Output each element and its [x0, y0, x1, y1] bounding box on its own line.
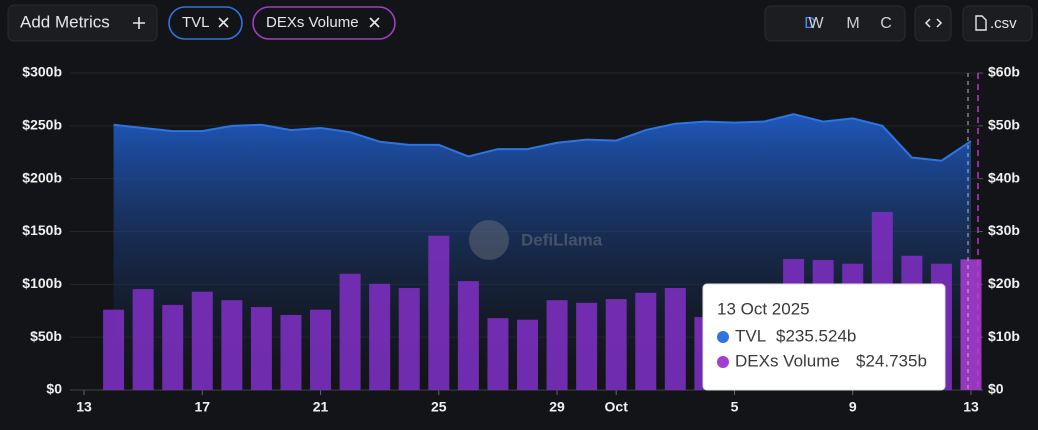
x-tick-label: 29: [549, 399, 565, 415]
dex-chip-label: DEXs Volume: [266, 14, 359, 31]
dex-bar: [517, 319, 538, 390]
dex-bar: [960, 259, 982, 390]
dex-chip[interactable]: [252, 6, 396, 40]
dex-bar: [457, 281, 479, 390]
tooltip-date: 13 Oct 2025: [717, 299, 810, 318]
plus-icon: [133, 17, 145, 29]
tvl-chip-label: TVL: [182, 14, 210, 31]
x-tick-label: Oct: [605, 399, 629, 415]
dex-bar: [162, 304, 184, 390]
dex-bar: [487, 318, 509, 390]
tooltip-series: DEXs Volume: [735, 351, 840, 370]
tooltip: 13 Oct 2025 TVL $235.524b DEXs Volume $2…: [702, 283, 946, 391]
y-tick-label: $300b: [22, 64, 62, 80]
dex-bar: [546, 300, 568, 390]
y2-tick-label: $40b: [988, 169, 1020, 185]
x-tick-label: 5: [731, 399, 739, 415]
y-tick-label: $200b: [22, 169, 62, 185]
dex-bar: [191, 291, 213, 390]
tooltip-swatch: [717, 356, 729, 368]
period-button[interactable]: M: [846, 15, 859, 32]
file-icon: [975, 15, 987, 31]
x-tick-label: 13: [963, 399, 979, 415]
tvl-line: [113, 113, 972, 162]
tooltip-series: TVL: [735, 326, 766, 345]
x-tick-label: 13: [76, 399, 92, 415]
tooltip-value: $24.735b: [856, 351, 927, 370]
y2-tick-label: $30b: [988, 222, 1020, 238]
y2-tick-label: $20b: [988, 275, 1020, 291]
dex-bar: [310, 309, 332, 390]
watermark: DefiLlama: [469, 220, 603, 260]
tooltip-swatch: [717, 331, 729, 343]
x-tick-label: 17: [194, 399, 210, 415]
x-tick-label: 21: [313, 399, 329, 415]
dex-bar: [605, 299, 627, 390]
dex-bar: [576, 302, 598, 390]
embed-button[interactable]: [914, 5, 952, 42]
x-tick-label: 25: [431, 399, 447, 415]
dex-bar: [132, 289, 154, 390]
tvl-chip[interactable]: [168, 6, 243, 40]
header: Add Metrics TVL DEXs Volume D W M C .csv: [7, 4, 1033, 42]
dex-bar: [221, 300, 243, 390]
csv-label: .csv: [990, 15, 1017, 32]
y2-tick-label: $50b: [988, 117, 1020, 133]
add-metrics-button[interactable]: [7, 4, 158, 42]
x-tick-label: 9: [849, 399, 857, 415]
y-tick-label: $100b: [22, 275, 62, 291]
remove-icon[interactable]: [369, 17, 380, 28]
y-tick-label: $150b: [22, 222, 62, 238]
dex-bar: [664, 288, 686, 390]
tooltip-value: $235.524b: [776, 326, 856, 345]
dex-bar: [369, 283, 391, 390]
y2-tick-label: $10b: [988, 328, 1020, 344]
watermark-logo: [469, 220, 509, 260]
y-tick-label: $50b: [30, 328, 62, 344]
dex-bar: [103, 309, 125, 390]
tooltip-box: [702, 283, 946, 391]
y-tick-label: $0: [46, 381, 62, 397]
dex-bar: [339, 273, 361, 390]
dex-bar: [280, 314, 302, 390]
dex-bar: [250, 307, 272, 390]
dex-bar: [398, 288, 420, 390]
watermark-text: DefiLlama: [521, 230, 603, 249]
embed-icon: [924, 18, 943, 28]
period-group: [764, 5, 906, 42]
csv-button[interactable]: [962, 5, 1033, 42]
remove-icon[interactable]: [218, 17, 229, 28]
period-button[interactable]: C: [880, 15, 892, 32]
add-metrics-label: Add Metrics: [20, 12, 110, 31]
period-button[interactable]: D: [804, 15, 816, 32]
y2-tick-label: $0: [988, 381, 1004, 397]
y-tick-label: $250b: [22, 117, 62, 133]
period-button[interactable]: W: [808, 15, 824, 32]
y2-tick-label: $60b: [988, 64, 1020, 80]
dex-bar: [635, 292, 657, 390]
dex-bar: [428, 235, 450, 390]
